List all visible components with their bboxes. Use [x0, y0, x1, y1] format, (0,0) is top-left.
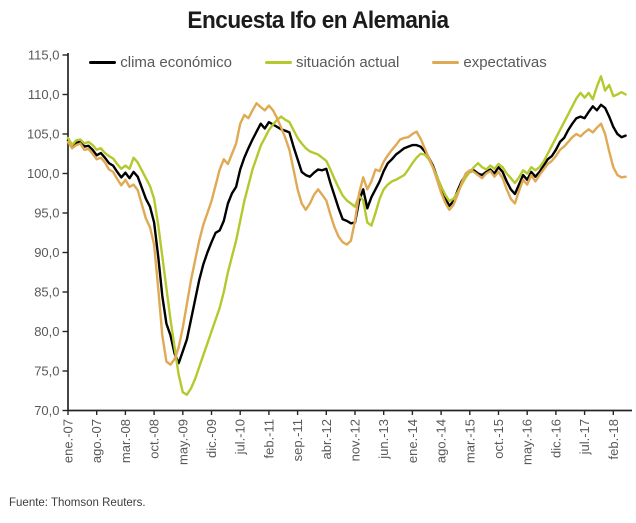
y-tick-label: 95,0	[34, 206, 59, 221]
x-tick-label: mar.-08	[118, 419, 133, 463]
x-tick-label: oct.-08	[147, 419, 162, 459]
x-tick-label: ene.-07	[61, 419, 76, 463]
source-note: Fuente: Thomson Reuters.	[9, 497, 146, 509]
x-tick-label: jun.-13	[376, 419, 391, 460]
y-tick-label: 75,0	[34, 364, 59, 379]
x-tick-label: ago.-07	[89, 419, 104, 463]
legend-item-expectativas: expectativas	[432, 54, 547, 71]
x-tick-label: ene.-14	[405, 419, 420, 463]
y-tick-label: 90,0	[34, 245, 59, 260]
situacion-line-swatch	[264, 61, 292, 64]
legend-label-situacion: situación actual	[295, 54, 400, 71]
x-tick-label: may.-16	[520, 419, 535, 465]
legend-item-clima: clima económico	[89, 54, 232, 71]
expectativas-line-swatch	[432, 61, 460, 64]
chart-title: Encuesta Ifo en Alemania	[187, 7, 449, 34]
x-tick-label: sep.-11	[290, 419, 305, 461]
legend: clima económico situación actual expecta…	[0, 54, 636, 71]
y-tick-label: 80,0	[34, 324, 59, 339]
x-tick-label: jul.-17	[577, 419, 592, 455]
y-tick-label: 85,0	[34, 285, 59, 300]
legend-label-clima: clima económico	[120, 54, 232, 71]
y-tick-label: 115,0	[28, 48, 60, 63]
x-tick-label: dic.-09	[204, 419, 219, 458]
series-line-2	[66, 101, 627, 366]
x-tick-label: feb.-18	[606, 419, 621, 459]
series-line-1	[66, 75, 627, 396]
x-tick-label: oct.-15	[491, 419, 506, 459]
x-tick-label: dic.-16	[548, 419, 563, 458]
series-line-0	[66, 103, 627, 365]
y-tick-label: 105,0	[27, 127, 60, 142]
x-tick-label: ago.-14	[434, 419, 449, 463]
y-tick-label: 110,0	[28, 87, 60, 102]
x-tick-label: jul.-10	[233, 419, 248, 455]
x-tick-label: mar.-15	[462, 419, 477, 463]
y-tick-label: 100,0	[27, 166, 60, 181]
legend-item-situacion: situación actual	[264, 54, 400, 71]
x-tick-label: feb.-11	[261, 419, 276, 459]
x-tick-label: may.-09	[175, 419, 190, 465]
y-tick-label: 70,0	[34, 403, 59, 418]
x-tick-label: abr.-12	[319, 419, 334, 459]
x-tick-label: nov.-12	[348, 419, 363, 461]
legend-label-expectativas: expectativas	[463, 54, 547, 71]
clima-line-swatch	[89, 61, 117, 64]
